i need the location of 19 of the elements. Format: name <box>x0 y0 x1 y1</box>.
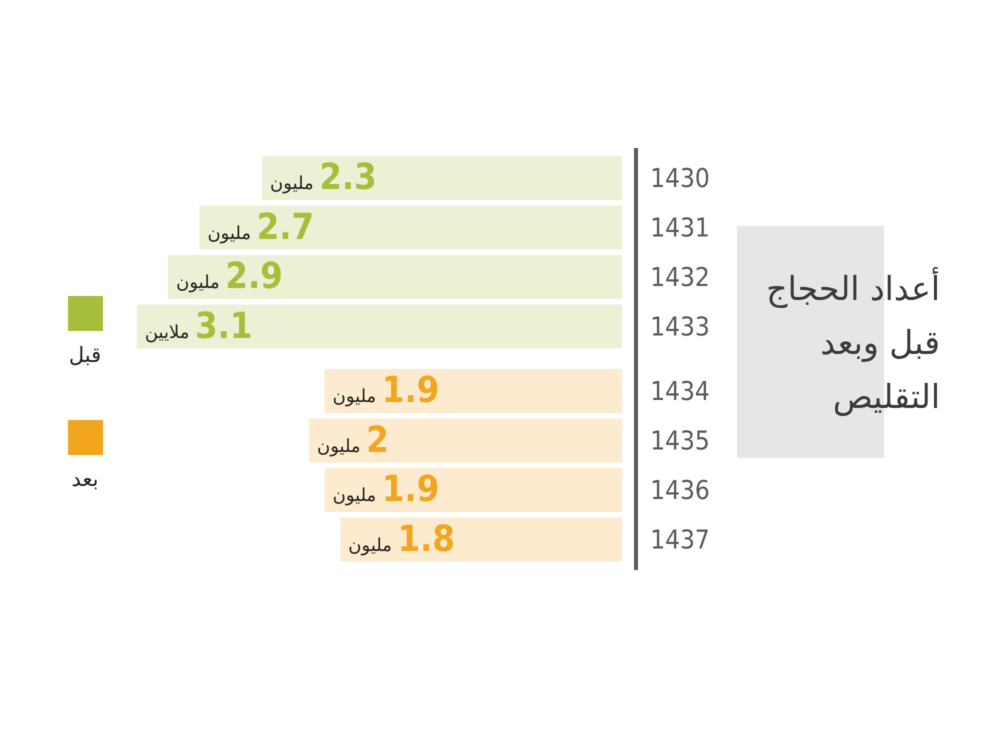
text: أعداد الحجاج قبل وبعد التقليص <box>765 266 940 418</box>
legend-label: قبل <box>68 343 102 367</box>
bar <box>324 369 622 413</box>
bar <box>168 255 622 299</box>
bar <box>324 468 622 512</box>
bar <box>262 156 622 200</box>
y-tick-label: 1436 <box>650 476 710 506</box>
y-tick-label: 1431 <box>650 214 710 244</box>
y-tick-label: 1433 <box>650 312 710 342</box>
bar <box>309 418 622 462</box>
y-tick-label: 1437 <box>650 526 710 556</box>
bar <box>199 206 622 250</box>
legend-label: بعد <box>72 467 98 491</box>
y-tick-label: 1430 <box>650 164 710 194</box>
y-tick-label: 1435 <box>650 426 710 456</box>
bar <box>136 304 622 348</box>
y-tick-label: 1432 <box>650 263 710 293</box>
bar <box>340 518 622 562</box>
y-tick-label: 1434 <box>650 377 710 407</box>
